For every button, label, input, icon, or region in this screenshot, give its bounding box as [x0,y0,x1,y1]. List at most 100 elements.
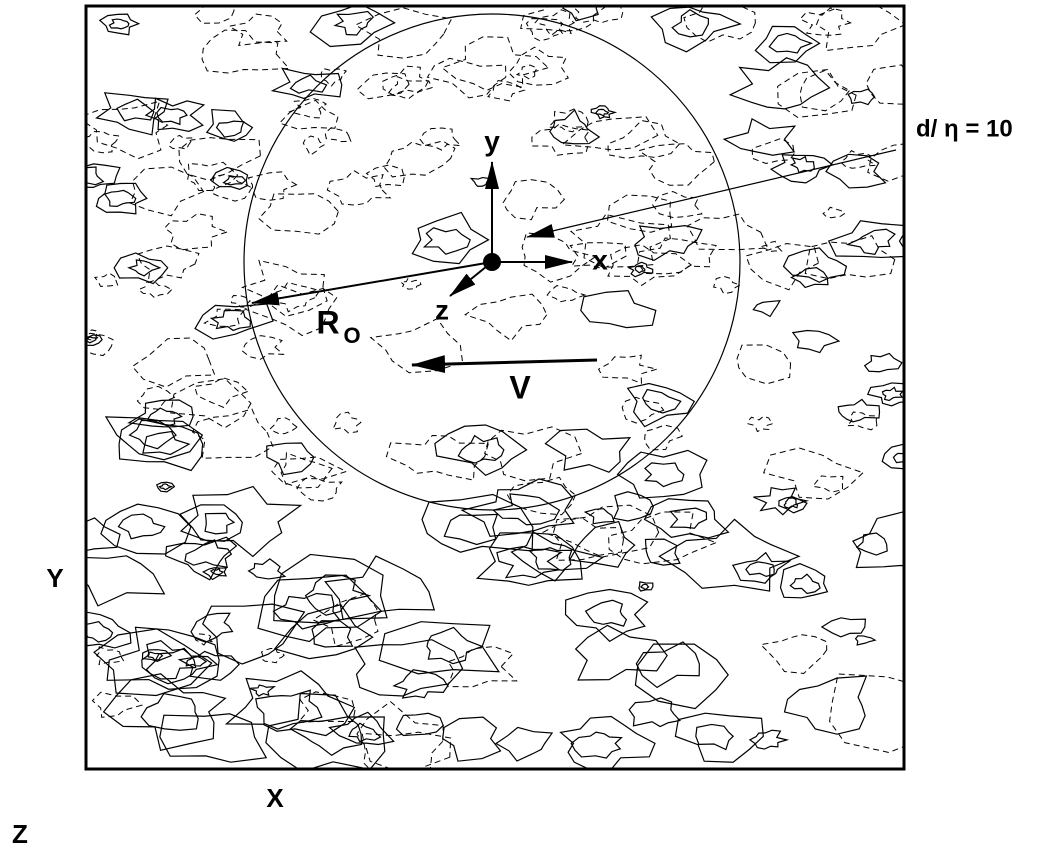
contour [457,434,505,464]
contour [847,88,876,106]
contour [634,265,646,274]
contour [102,673,227,752]
contour [827,220,904,259]
dashed-contour [534,9,576,37]
contour [98,13,141,36]
contour [210,166,249,190]
contour [574,624,668,681]
contour [562,6,599,22]
contour [892,452,904,464]
dashed-contour [712,275,742,295]
contour [265,692,386,769]
contour [177,650,240,681]
dashed-contour [441,36,550,92]
dashed-contour [241,335,285,360]
contour [247,558,287,580]
dashed-contour [822,206,846,219]
dashed-contour [227,13,288,47]
contour [731,551,792,584]
contour [494,726,554,762]
dashed-contour [86,329,99,341]
dashed-contour [311,592,379,648]
radius-label: R [316,304,339,340]
origin-dot [483,253,501,271]
contour [754,25,821,64]
dashed-contour [552,517,624,561]
contour [790,266,829,289]
contour [348,722,382,743]
contour [854,635,877,646]
dashed-contour [571,6,624,24]
contour [128,419,177,450]
contour [95,92,169,136]
dashed-contour [759,634,828,674]
dashed-contour [203,308,246,328]
dashed-contour [736,344,792,385]
contour [190,612,234,643]
dashed-contour [136,385,176,410]
contour [224,670,356,737]
contour [422,227,471,255]
contour [641,388,682,414]
contour [178,504,243,542]
contour [117,513,166,540]
contour [86,611,132,649]
contour [209,567,225,576]
dashed-contour [597,354,659,384]
radius-subscript: O [343,323,360,348]
contour [179,485,303,558]
contour [158,483,174,491]
contour [113,252,169,285]
contour [634,225,703,262]
contour [289,74,328,94]
contour [644,538,681,566]
dashed-contour [186,161,239,191]
dashed-contour [296,474,343,502]
dashed-contour [829,673,904,753]
contour [116,98,155,122]
contour [778,496,808,514]
contour [782,247,848,283]
dashed-contour [278,99,339,130]
dashed-contour [193,6,235,24]
contour [270,67,343,100]
contour [194,303,274,340]
contour [86,334,103,346]
contour [127,259,162,277]
contour [845,228,896,255]
contour [643,498,730,539]
contour [564,588,649,643]
contour [580,289,657,329]
dashed-contour [484,426,583,482]
contour [695,723,735,751]
contour [855,532,888,556]
radius-arrow [251,261,493,306]
contour [628,697,682,728]
dashed-contour [839,150,878,169]
dashed-contour [652,190,703,219]
contour [165,536,238,581]
contour [95,182,148,215]
contour [184,539,233,568]
contour [255,689,323,730]
contour [674,712,764,763]
dashed-contour [607,119,681,159]
contour [443,513,499,546]
dashed-contour [606,194,673,233]
contour [544,428,632,473]
dashed-contour [487,79,526,102]
dashed-contour [356,72,410,100]
dashed-contour [230,295,251,308]
dashed-contour [385,434,490,481]
contour [442,716,502,762]
contour [353,639,464,697]
contour [434,424,528,477]
contour [106,626,220,690]
contour [86,336,97,344]
contour [769,154,834,184]
contour [745,561,775,578]
contour [249,684,277,697]
contour [103,189,137,207]
dashed-contour [240,259,328,317]
